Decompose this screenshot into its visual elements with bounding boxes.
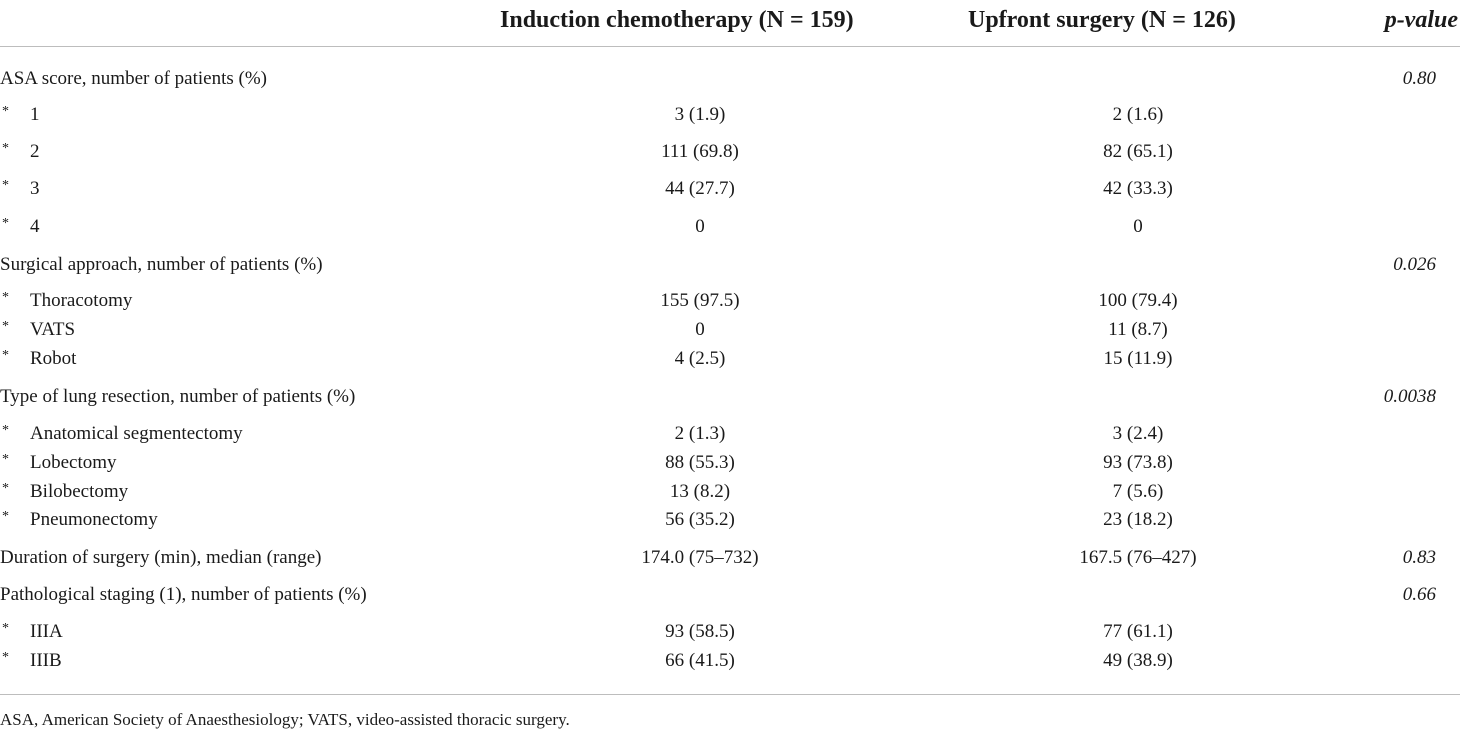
row-label: Anatomical segmentectomy: [30, 423, 243, 444]
row-label: Pneumonectomy: [30, 509, 158, 530]
bullet-marker: *: [2, 348, 9, 363]
header-upfront-surgery: Upfront surgery (N = 126): [968, 7, 1236, 33]
row-label: Robot: [30, 348, 77, 369]
induction-value: 111 (69.8): [661, 141, 739, 162]
p-value: 0.83: [1402, 547, 1436, 568]
row-label: IIIA: [30, 621, 63, 642]
p-value: 0.80: [1402, 68, 1436, 89]
header-rule: [0, 46, 1460, 47]
header-p-value: p-value: [1384, 7, 1458, 33]
row-label: IIIB: [30, 650, 62, 671]
row-label: ASA score, number of patients (%): [0, 68, 267, 89]
upfront-value: 15 (11.9): [1103, 348, 1173, 369]
upfront-value: 23 (18.2): [1103, 509, 1173, 530]
row-label: 1: [30, 104, 40, 125]
row-label: VATS: [30, 319, 76, 340]
bullet-marker: *: [2, 509, 9, 524]
bullet-marker: *: [2, 452, 9, 467]
bullet-marker: *: [2, 481, 9, 496]
upfront-value: 82 (65.1): [1103, 141, 1173, 162]
upfront-value: 167.5 (76–427): [1079, 547, 1197, 568]
upfront-value: 42 (33.3): [1103, 178, 1173, 199]
induction-value: 0: [695, 319, 705, 340]
upfront-value: 2 (1.6): [1112, 104, 1164, 125]
upfront-value: 7 (5.6): [1112, 481, 1164, 502]
upfront-value: 93 (73.8): [1103, 452, 1173, 473]
upfront-value: 77 (61.1): [1103, 621, 1173, 642]
row-label: Surgical approach, number of patients (%…: [0, 254, 323, 275]
bullet-marker: *: [2, 319, 9, 334]
induction-value: 0: [695, 216, 705, 237]
induction-value: 93 (58.5): [665, 621, 735, 642]
upfront-value: 49 (38.9): [1103, 650, 1173, 671]
footer-rule: [0, 694, 1460, 695]
row-label: Lobectomy: [30, 452, 117, 473]
p-value: 0.026: [1393, 254, 1436, 275]
upfront-value: 3 (2.4): [1112, 423, 1164, 444]
induction-value: 56 (35.2): [665, 509, 735, 530]
induction-value: 44 (27.7): [665, 178, 735, 199]
bullet-marker: *: [2, 104, 9, 119]
induction-value: 13 (8.2): [669, 481, 731, 502]
header-induction-chemotherapy: Induction chemotherapy (N = 159): [500, 7, 854, 33]
induction-value: 174.0 (75–732): [641, 547, 759, 568]
row-label: Thoracotomy: [30, 290, 133, 311]
p-value: 0.0038: [1383, 386, 1436, 407]
row-label: Pathological staging (1), number of pati…: [0, 584, 367, 605]
bullet-marker: *: [2, 621, 9, 636]
row-label: Bilobectomy: [30, 481, 129, 502]
bullet-marker: *: [2, 650, 9, 665]
row-label: Duration of surgery (min), median (range…: [0, 547, 322, 568]
row-label: 3: [30, 178, 40, 199]
bullet-marker: *: [2, 141, 9, 156]
induction-value: 66 (41.5): [665, 650, 735, 671]
upfront-value: 11 (8.7): [1108, 319, 1168, 340]
p-value: 0.66: [1402, 584, 1436, 605]
bullet-marker: *: [2, 423, 9, 438]
induction-value: 2 (1.3): [674, 423, 726, 444]
bullet-marker: *: [2, 178, 9, 193]
induction-value: 88 (55.3): [665, 452, 735, 473]
bullet-marker: *: [2, 290, 9, 305]
table-footnote: ASA, American Society of Anaesthesiology…: [0, 710, 570, 729]
induction-value: 3 (1.9): [674, 104, 726, 125]
row-label: 2: [30, 141, 40, 162]
bullet-marker: *: [2, 216, 9, 231]
row-label: Type of lung resection, number of patien…: [0, 386, 356, 407]
upfront-value: 100 (79.4): [1098, 290, 1178, 311]
induction-value: 4 (2.5): [674, 348, 726, 369]
induction-value: 155 (97.5): [660, 290, 740, 311]
upfront-value: 0: [1133, 216, 1143, 237]
row-label: 4: [30, 216, 40, 237]
